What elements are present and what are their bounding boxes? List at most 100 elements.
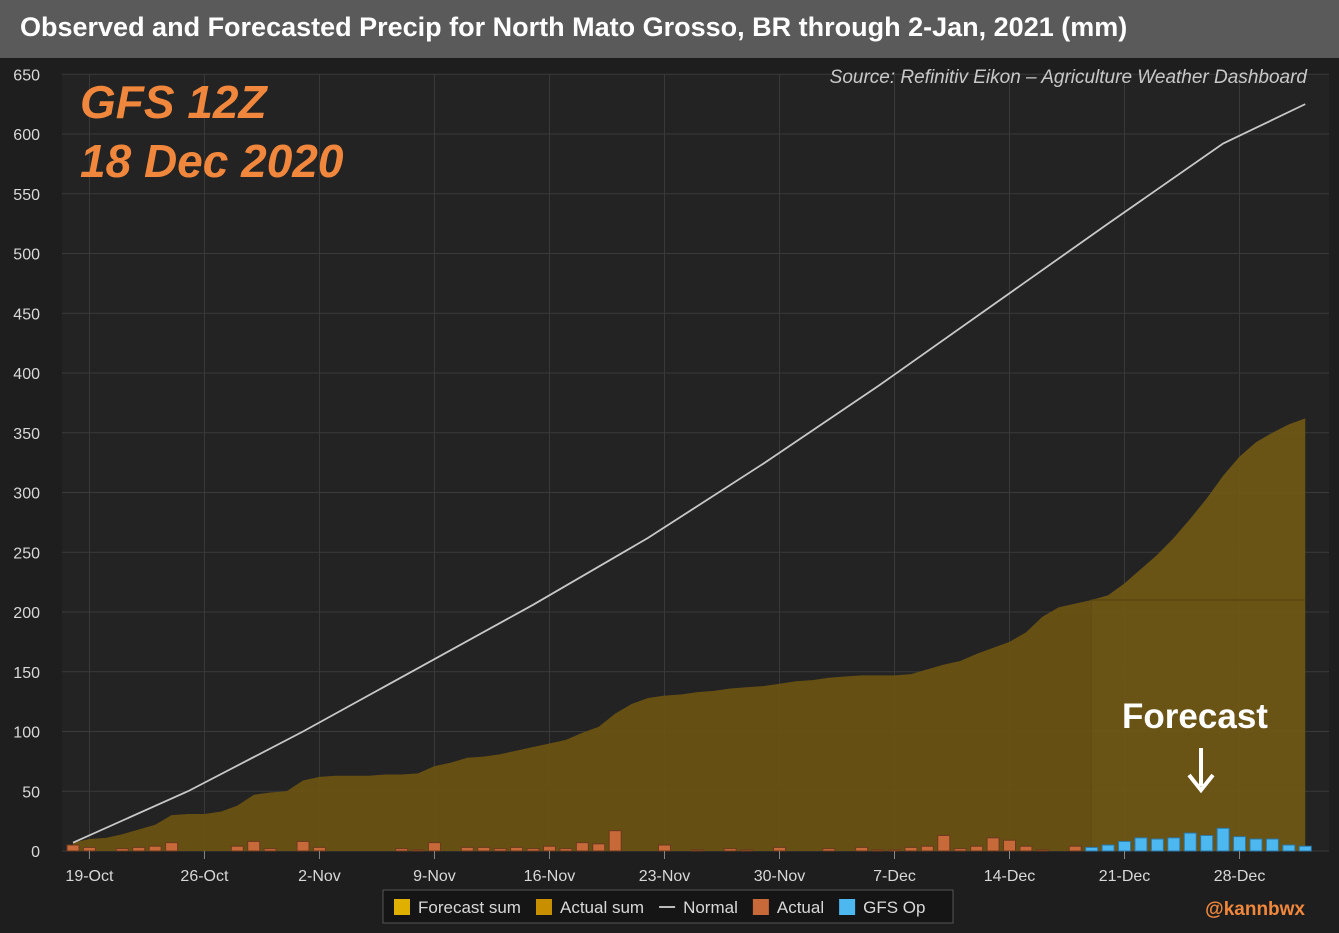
y-tick-label: 600 [13, 127, 40, 144]
actual-bar [888, 849, 901, 852]
actual-bar [427, 842, 441, 852]
y-axis-ticks: 0 50 100 150 200 250 300 350 400 450 500 550 600 650 [13, 67, 40, 861]
x-tick-label: 19-Oct [65, 868, 114, 885]
actual-bar [559, 848, 573, 852]
x-tick-label: 28-Dec [1214, 868, 1266, 885]
y-tick-label: 500 [13, 247, 40, 264]
gfs-op-bar [1101, 844, 1115, 852]
actual-bar [312, 846, 326, 852]
y-tick-label: 100 [13, 725, 40, 742]
line-series [72, 103, 1306, 844]
legend-label: Forecast sum [418, 898, 521, 917]
actual-bar [1003, 839, 1017, 852]
credit-label: @kannbwx [1205, 899, 1305, 920]
run-label: GFS 12Z [80, 76, 269, 128]
area-series [73, 418, 1306, 851]
actual-bar [575, 842, 589, 852]
legend-label: Actual sum [560, 898, 644, 917]
gfs-op-bar [1265, 838, 1279, 852]
x-tick-label: 23-Nov [639, 868, 691, 885]
x-tick-label: 2-Nov [298, 868, 341, 885]
actual-bar [855, 846, 869, 852]
gfs-op-bar [1183, 832, 1197, 852]
x-tick-label: 30-Nov [754, 868, 806, 885]
legend-item[interactable]: Forecast sum [394, 898, 521, 917]
actual-bar [1068, 845, 1082, 852]
actual-bar [657, 844, 671, 852]
x-tick-label: 7-Dec [873, 868, 916, 885]
y-tick-label: 400 [13, 366, 40, 383]
actual-bar [296, 840, 310, 852]
x-axis-ticks: 19-Oct 26-Oct 2-Nov 9-Nov 16-Nov 23-Nov 30-Nov… [65, 851, 1265, 885]
y-tick-label: 300 [13, 486, 40, 503]
legend-label: Normal [683, 898, 738, 917]
actual-bar [477, 846, 491, 852]
actual-bar [230, 845, 244, 852]
actual-bar [115, 848, 129, 852]
actual-bar [937, 834, 951, 852]
actual-bar [247, 840, 261, 852]
y-tick-label: 450 [13, 306, 40, 323]
y-tick-label: 350 [13, 426, 40, 443]
gfs-op-bar [1085, 846, 1099, 852]
gfs-op-bar [1249, 838, 1263, 852]
gfs-op-bar [1282, 844, 1296, 852]
y-tick-label: 50 [22, 784, 40, 801]
x-tick-label: 9-Nov [413, 868, 456, 885]
actual-bar [165, 842, 179, 852]
actual-bar [592, 843, 606, 852]
actual-bar [66, 844, 80, 852]
title-bar: Observed and Forecasted Precip for North… [0, 0, 1339, 58]
actual-bar [920, 845, 934, 852]
legend-label: Actual [777, 898, 824, 917]
legend-box [382, 889, 954, 924]
actual-bar [822, 848, 836, 852]
legend: Forecast sum Actual sum Normal Actual GFS Op [382, 889, 954, 924]
actual-bar [953, 848, 967, 852]
legend-swatch-icon [752, 899, 769, 915]
actual-bar [395, 848, 409, 852]
gfs-op-bar [1134, 837, 1148, 852]
legend-item[interactable]: GFS Op [839, 898, 925, 917]
x-tick-label: 26-Oct [180, 868, 229, 885]
bar-series [66, 827, 1312, 852]
y-tick-label: 150 [13, 665, 40, 682]
actual-bar [542, 845, 556, 852]
actual-bar [986, 837, 1000, 852]
actual-bar [871, 849, 885, 852]
y-tick-label: 250 [13, 545, 40, 562]
actual-bar [608, 830, 622, 852]
actual-bar [772, 846, 786, 852]
actual-bar [510, 846, 524, 852]
x-tick-label: 14-Dec [984, 868, 1036, 885]
actual-bar [723, 848, 737, 852]
chart: 050100150200250300350400450500550600650 … [0, 58, 1339, 933]
actual-bar [904, 846, 918, 852]
legend-swatch-icon [839, 899, 856, 915]
source-label: Source: Refinitiv Eikon – Agriculture We… [830, 67, 1309, 88]
legend-swatch-icon [535, 899, 552, 915]
actual-bar [263, 848, 277, 852]
forecast-arrow-icon [1187, 748, 1215, 794]
y-tick-label: 0 [31, 844, 40, 861]
actual-bar [690, 849, 704, 852]
actual-bar [970, 845, 984, 852]
actual-bar [1019, 845, 1033, 852]
run-date: 18 Dec 2020 [80, 135, 344, 187]
actual-bar [526, 848, 540, 852]
forecast-annotation: Forecast [1122, 697, 1268, 736]
legend-swatch-icon [394, 899, 410, 915]
legend-item[interactable]: Actual sum [535, 898, 644, 917]
gfs-op-bar [1167, 837, 1181, 852]
legend-label: GFS Op [863, 898, 925, 917]
actual-sum-area [73, 600, 1092, 851]
normal-line [72, 103, 1306, 844]
gfs-op-bar [1216, 827, 1230, 852]
legend-item[interactable]: Normal [659, 898, 738, 917]
actual-bar [460, 846, 474, 852]
legend-item[interactable]: Actual [752, 898, 824, 917]
actual-bar [148, 845, 162, 852]
y-tick-label: 200 [13, 605, 40, 622]
actual-bar [740, 849, 754, 852]
gfs-op-bar [1150, 838, 1164, 852]
